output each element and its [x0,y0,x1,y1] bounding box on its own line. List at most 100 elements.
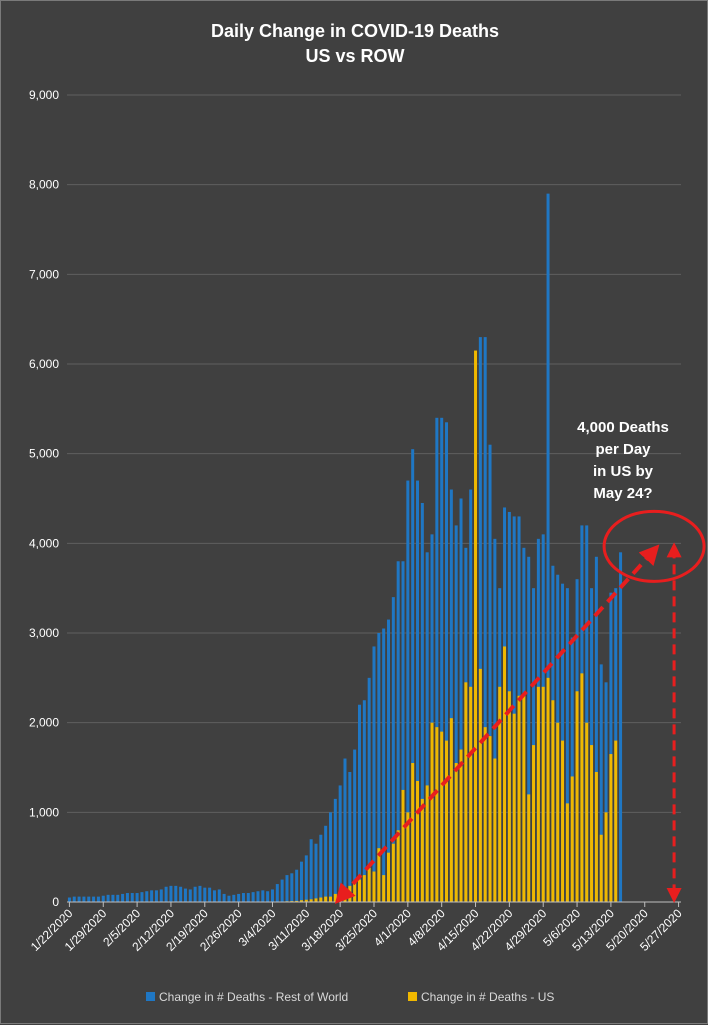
bar-rest-of-world [281,880,284,902]
bar-us [503,646,506,902]
bar-us [368,868,371,902]
bar-rest-of-world [107,895,110,902]
bar-rest-of-world [111,895,114,902]
bar-us [595,772,598,902]
bar-rest-of-world [334,799,337,902]
bar-rest-of-world [87,897,90,902]
bar-rest-of-world [300,862,303,902]
chart-title: Daily Change in COVID-19 Deaths [211,21,499,41]
bar-us [479,669,482,902]
bar-rest-of-world [78,897,81,902]
bar-rest-of-world [261,890,264,902]
bar-us [469,687,472,902]
bar-us [397,830,400,902]
chart-subtitle: US vs ROW [305,46,404,66]
bar-us [474,351,477,902]
bar-us [392,844,395,902]
bar-us [426,785,429,902]
bar-rest-of-world [73,897,76,902]
bar-us [460,750,463,902]
y-tick-label: 2,000 [29,716,59,730]
bar-us [464,682,467,902]
y-tick-label: 1,000 [29,805,59,819]
bar-rest-of-world [223,894,226,902]
bar-rest-of-world [126,893,129,902]
bar-rest-of-world [189,889,192,902]
callout-text: in US by [593,463,654,480]
bar-us [566,803,569,902]
bar-rest-of-world [237,894,240,902]
bar-us [527,794,530,902]
bar-rest-of-world [363,700,366,902]
bar-us [493,759,496,902]
y-tick-label: 3,000 [29,626,59,640]
bar-rest-of-world [339,785,342,902]
bar-us [329,897,332,902]
legend-swatch-rest-of-world [146,992,155,1001]
bar-us [518,696,521,902]
bar-rest-of-world [203,888,206,902]
bar-rest-of-world [295,870,298,902]
bar-rest-of-world [136,893,139,902]
bar-rest-of-world [314,844,317,902]
legend-swatch-us [408,992,417,1001]
bar-rest-of-world [247,893,250,902]
bar-rest-of-world [343,759,346,902]
bar-us [348,886,351,902]
bar-rest-of-world [184,889,187,902]
bar-rest-of-world [160,889,163,902]
bar-us [489,736,492,902]
legend: Change in # Deaths - Rest of World Chang… [146,990,554,1004]
bar-us [556,723,559,902]
bar-us [445,741,448,902]
bar-rest-of-world [82,897,85,902]
bar-rest-of-world [194,887,197,902]
bar-us [551,700,554,902]
bar-rest-of-world [285,875,288,902]
bar-us [571,776,574,902]
bar-us [605,812,608,902]
bar-rest-of-world [145,891,148,902]
bar-rest-of-world [619,552,622,902]
y-tick-label: 4,000 [29,536,59,550]
bar-us [431,723,434,902]
bar-us [522,696,525,902]
callout-text: per Day [595,441,651,458]
bar-us [455,763,458,902]
bar-rest-of-world [310,839,313,902]
bar-rest-of-world [97,897,100,902]
bar-us [542,687,545,902]
y-tick-label: 9,000 [29,88,59,102]
bar-rest-of-world [271,889,274,902]
bar-rest-of-world [242,893,245,902]
bar-us [440,732,443,902]
bar-rest-of-world [227,896,230,902]
bar-us [576,691,579,902]
bar-us [314,898,317,902]
bar-us [334,894,337,902]
bar-rest-of-world [121,894,124,902]
bar-us [614,741,617,902]
bar-us [609,754,612,902]
bar-rest-of-world [92,897,95,902]
bar-us [358,880,361,902]
bar-us [513,714,516,902]
bar-rest-of-world [266,891,269,902]
bar-us [319,898,322,902]
bar-us [590,745,593,902]
bar-rest-of-world [348,772,351,902]
y-axis-ticks: 01,0002,0003,0004,0005,0006,0007,0008,00… [29,88,59,909]
bar-rest-of-world [140,892,143,902]
y-tick-label: 8,000 [29,178,59,192]
bar-us [537,687,540,902]
bar-rest-of-world [116,895,119,902]
bar-rest-of-world [198,886,201,902]
bar-rest-of-world [174,886,177,902]
bar-us [387,853,390,902]
bar-us [373,872,376,902]
bar-us [561,741,564,902]
bar-rest-of-world [232,895,235,902]
y-tick-label: 5,000 [29,447,59,461]
bar-us [402,790,405,902]
